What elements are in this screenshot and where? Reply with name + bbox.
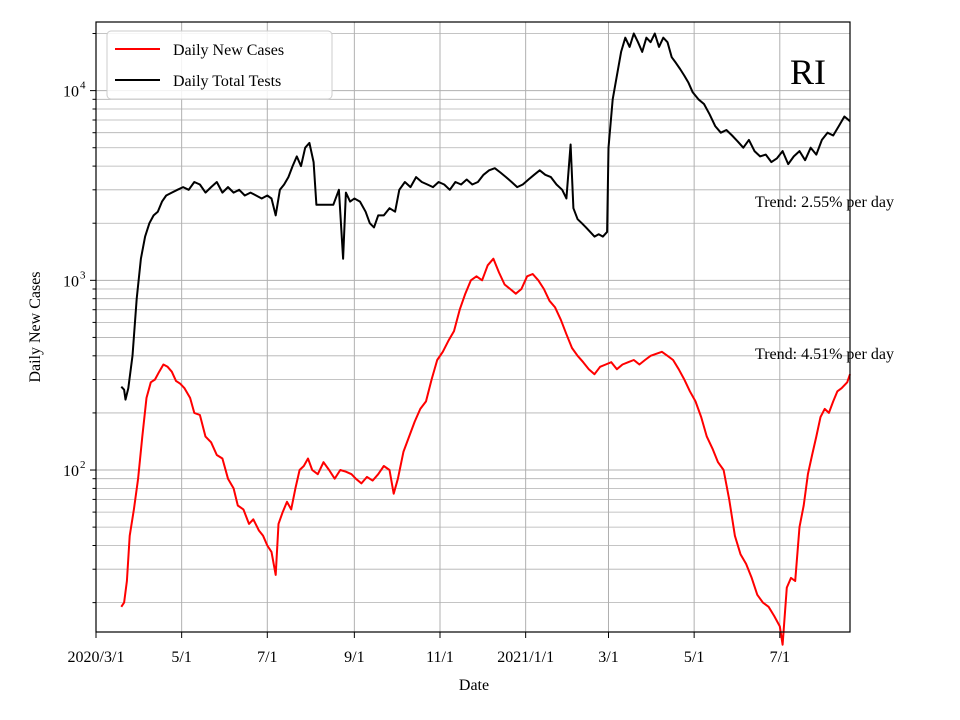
y-tick-exponent: 3 xyxy=(80,269,86,281)
series-line-daily-new-cases xyxy=(120,257,851,646)
x-tick-label: 2021/1/1 xyxy=(497,649,554,666)
x-tick-label: 3/1 xyxy=(598,649,618,666)
x-tick-label: 2020/3/1 xyxy=(68,649,125,666)
y-tick-label: 10 xyxy=(63,273,79,290)
x-tick-label: 5/1 xyxy=(684,649,704,666)
chart-title: RI xyxy=(790,52,826,92)
x-tick-label: 9/1 xyxy=(344,649,364,666)
x-axis-label: Date xyxy=(459,677,489,694)
y-tick-label: 10 xyxy=(63,84,79,101)
legend-box xyxy=(106,30,333,100)
y-tick-label: 10 xyxy=(63,463,79,480)
x-tick-label: 7/1 xyxy=(257,649,277,666)
trend-annotation-cases: Trend: 4.51% per day xyxy=(755,346,894,363)
grid-lines xyxy=(95,22,850,632)
legend: Daily New Cases Daily Total Tests xyxy=(106,30,333,100)
x-tick-label: 7/1 xyxy=(770,649,790,666)
x-tick-label: 11/1 xyxy=(426,649,454,666)
plot-frame xyxy=(95,21,851,633)
x-tick-label: 5/1 xyxy=(171,649,191,666)
y-tick-exponent: 4 xyxy=(80,80,86,92)
series-line-daily-total-tests xyxy=(120,32,851,401)
series-layer xyxy=(120,32,851,646)
legend-label-tests: Daily Total Tests xyxy=(173,73,281,90)
trend-annotation-tests: Trend: 2.55% per day xyxy=(755,194,894,211)
y-tick-exponent: 2 xyxy=(80,459,86,471)
y-axis-label: Daily New Cases xyxy=(27,271,44,382)
legend-label-cases: Daily New Cases xyxy=(173,42,284,59)
x-axis: 2020/3/1 5/1 7/1 9/1 11/1 2021/1/1 3/1 5/1 7/1 xyxy=(68,632,790,666)
